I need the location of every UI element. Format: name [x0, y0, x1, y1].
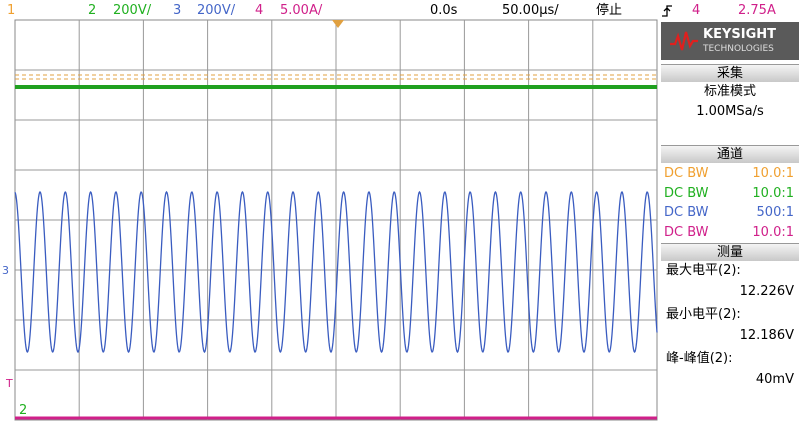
trigger-source: 4 — [692, 3, 701, 18]
measure-value: 40mV — [755, 372, 794, 387]
channel-row: DC BW 10.0:1 — [664, 223, 794, 242]
ch3-label: 3 — [173, 3, 182, 18]
channel-row: DC BW 10.0:1 — [664, 164, 794, 183]
delay: 0.0s — [430, 3, 458, 18]
logo-icon — [670, 31, 698, 51]
measure-value: 12.226V — [739, 284, 794, 299]
measure-value: 12.186V — [739, 328, 794, 343]
coupling: DC BW — [664, 205, 709, 220]
trigger-marker: T — [6, 377, 13, 390]
probe-ratio: 10.0:1 — [752, 224, 794, 240]
ch2-marker: 2 — [19, 403, 28, 418]
probe-ratio: 10.0:1 — [752, 185, 794, 201]
section-header: 采集 — [661, 64, 799, 82]
coupling: DC BW — [664, 166, 709, 181]
logo-sub: TECHNOLOGIES — [703, 44, 774, 54]
ch3-scale: 200V/ — [197, 3, 236, 18]
waveform-area — [14, 19, 658, 421]
probe-ratio: 10.0:1 — [752, 166, 794, 181]
timebase: 50.00μs/ — [502, 3, 559, 18]
ch2-scale: 200V/ — [113, 3, 152, 18]
measure-label: 最小电平(2): — [666, 307, 741, 322]
section-header: 通道 — [661, 145, 799, 163]
measure-label: 最大电平(2): — [666, 263, 741, 278]
coupling: DC BW — [664, 224, 709, 240]
ch1-label: 1 — [7, 3, 16, 18]
measure-label: 峰-峰值(2): — [666, 351, 733, 366]
ch3-trace — [14, 190, 658, 354]
sample-rate: 1.00MSa/s — [696, 104, 764, 119]
ch3-marker: 3 — [2, 264, 9, 277]
acq-mode: 标准模式 — [703, 84, 756, 99]
ch4-scale: 5.00A/ — [280, 3, 323, 18]
coupling: DC BW — [664, 185, 709, 201]
channel-row: DC BW 500:1 — [664, 203, 794, 222]
trigger-edge-icon — [662, 5, 672, 17]
ch2-label: 2 — [88, 3, 97, 18]
trigger-level: 2.75A — [738, 3, 776, 18]
ch4-label: 4 — [255, 3, 264, 18]
channel-row: DC BW 10.0:1 — [664, 184, 794, 203]
section-header: 测量 — [661, 243, 799, 261]
logo-box: KEYSIGHT TECHNOLOGIES — [661, 22, 799, 60]
run-status: 停止 — [596, 3, 623, 18]
probe-ratio: 500:1 — [756, 205, 794, 220]
trigger-position-marker — [332, 20, 344, 28]
logo-name: KEYSIGHT — [703, 27, 776, 42]
